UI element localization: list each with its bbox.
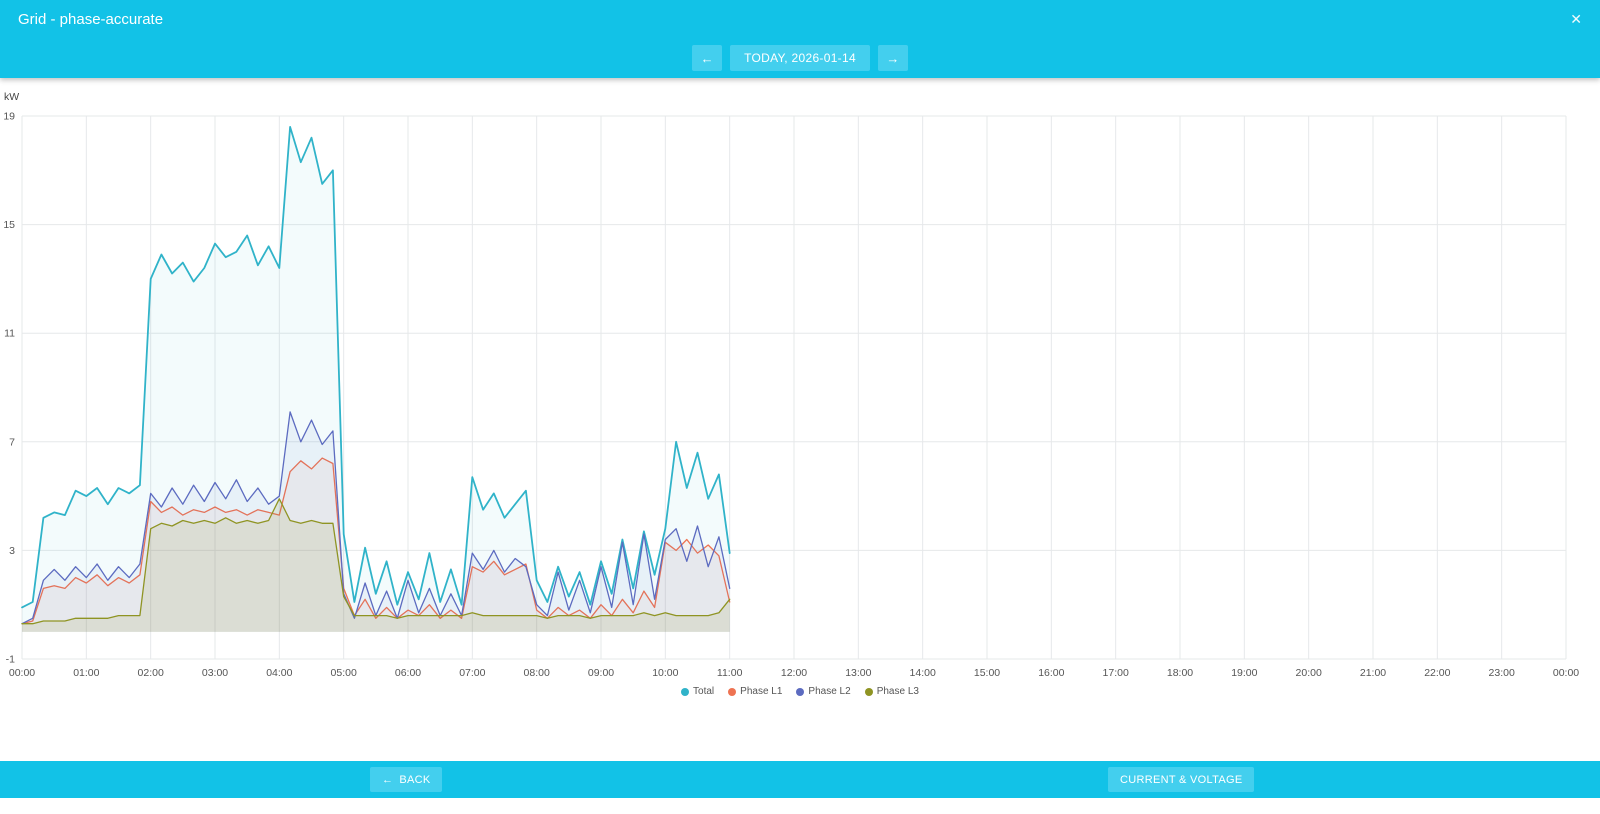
y-tick-label: 11 xyxy=(4,328,15,340)
x-tick-label: 01:00 xyxy=(73,667,99,679)
series-line-total xyxy=(21,126,731,609)
legend-item-total[interactable]: Total xyxy=(681,686,714,697)
y-tick-label: 15 xyxy=(3,219,15,231)
legend-label-phase-l2: Phase L2 xyxy=(808,686,851,697)
close-icon[interactable]: ✕ xyxy=(1570,11,1582,27)
x-tick-label: 05:00 xyxy=(331,667,357,679)
date-nav-bar: ← TODAY, 2026-01-14 → xyxy=(0,38,1600,78)
x-tick-label: 19:00 xyxy=(1231,667,1257,679)
power-chart[interactable]: kW -1 3 7 11 15 19 00:00 01:00 02:00 03:00 04:00 05:… xyxy=(0,86,1600,686)
legend-dot-phase-l2 xyxy=(796,687,805,696)
back-button-label: BACK xyxy=(399,773,431,786)
x-tick-label: 13:00 xyxy=(845,667,871,679)
legend-label-phase-l3: Phase L3 xyxy=(876,686,919,697)
footer-bar: ← BACK CURRENT & VOLTAGE xyxy=(0,761,1600,798)
legend-dot-phase-l1 xyxy=(728,687,737,696)
x-tick-label: 22:00 xyxy=(1424,667,1450,679)
series-area-total xyxy=(22,126,730,632)
x-tick-label: 14:00 xyxy=(910,667,936,679)
back-button[interactable]: ← BACK xyxy=(370,767,443,792)
arrow-right-icon: → xyxy=(886,50,900,66)
x-tick-label: 15:00 xyxy=(974,667,1000,679)
x-tick-label: 06:00 xyxy=(395,667,421,679)
legend-label-total: Total xyxy=(693,686,715,697)
y-tick-label: -1 xyxy=(6,654,15,666)
x-tick-label: 18:00 xyxy=(1167,667,1193,679)
legend-item-phase-l3[interactable]: Phase L3 xyxy=(864,686,919,697)
x-tick-label: 08:00 xyxy=(524,667,550,679)
x-tick-label: 17:00 xyxy=(1103,667,1129,679)
x-tick-label: 10:00 xyxy=(652,667,678,679)
x-tick-label: 20:00 xyxy=(1296,667,1322,679)
legend-dot-phase-l3 xyxy=(864,687,873,696)
y-tick-label: 19 xyxy=(3,111,15,123)
arrow-left-icon: ← xyxy=(700,50,714,66)
prev-day-button[interactable]: ← xyxy=(692,45,723,71)
next-day-button[interactable]: → xyxy=(877,45,908,71)
legend-item-phase-l1[interactable]: Phase L1 xyxy=(728,686,782,697)
x-tick-label: 09:00 xyxy=(588,667,614,679)
x-tick-label: 03:00 xyxy=(202,667,228,679)
chart-legend: Total Phase L1 Phase L2 Phase L3 xyxy=(0,686,1600,697)
x-tick-label: 21:00 xyxy=(1360,667,1386,679)
x-tick-label: 12:00 xyxy=(781,667,807,679)
x-tick-label: 23:00 xyxy=(1489,667,1515,679)
y-tick-label: 7 xyxy=(9,436,15,448)
x-tick-label: 00:00 xyxy=(1553,667,1579,679)
x-tick-label: 11:00 xyxy=(717,667,743,679)
series-area-phase-l2 xyxy=(22,411,730,632)
window-title: Grid - phase-accurate xyxy=(18,10,164,28)
series-area-phase-l3 xyxy=(22,498,730,632)
x-tick-label: 07:00 xyxy=(459,667,485,679)
series-area-phase-l1 xyxy=(22,458,730,632)
legend-dot-total xyxy=(681,687,690,696)
y-axis-unit-label: kW xyxy=(4,91,19,103)
current-voltage-button[interactable]: CURRENT & VOLTAGE xyxy=(1108,767,1255,792)
chart-canvas[interactable]: kW -1 3 7 11 15 19 00:00 01:00 02:00 03:00 04:00 05:… xyxy=(0,86,1600,686)
date-button[interactable]: TODAY, 2026-01-14 xyxy=(730,45,870,71)
x-tick-label: 02:00 xyxy=(138,667,164,679)
legend-item-phase-l2[interactable]: Phase L2 xyxy=(796,686,851,697)
x-tick-label: 04:00 xyxy=(266,667,292,679)
x-tick-label: 00:00 xyxy=(9,667,35,679)
legend-label-phase-l1: Phase L1 xyxy=(740,686,783,697)
y-tick-label: 3 xyxy=(9,545,15,557)
series-line-phase-l3 xyxy=(21,498,731,625)
arrow-left-icon: ← xyxy=(382,773,394,786)
title-bar: Grid - phase-accurate ✕ xyxy=(0,0,1600,38)
x-tick-label: 16:00 xyxy=(1038,667,1064,679)
